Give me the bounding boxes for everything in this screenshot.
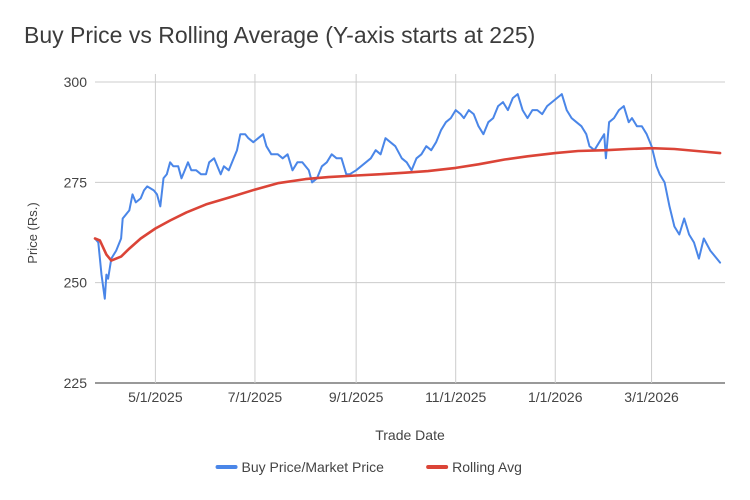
y-tick-label: 275: [64, 174, 88, 190]
axes: 225 250 275 300 5/1/2025 7/1/2025 9/1/2025 11/1…: [64, 74, 679, 405]
y-tick-label: 300: [64, 74, 88, 90]
legend-label-rolling-avg: Rolling Avg: [452, 459, 522, 475]
legend: Buy Price/Market Price Rolling Avg: [215, 459, 522, 475]
x-axis-label: Trade Date: [375, 427, 445, 443]
x-tick-label: 5/1/2025: [128, 389, 183, 405]
y-axis-label: Price (Rs.): [25, 202, 40, 263]
x-tick-label: 11/1/2025: [425, 389, 486, 405]
series-line-rolling-avg: [93, 146, 722, 262]
x-tick-label: 1/1/2026: [528, 389, 583, 405]
series-lines: [93, 93, 722, 300]
gridlines: [95, 74, 725, 384]
chart-title: Buy Price vs Rolling Average (Y-axis sta…: [24, 22, 536, 48]
series-line-buy-price: [94, 93, 722, 300]
y-tick-label: 225: [64, 375, 88, 391]
legend-label-buy-price: Buy Price/Market Price: [242, 459, 385, 475]
y-tick-label: 250: [64, 275, 88, 291]
x-tick-label: 3/1/2026: [624, 389, 679, 405]
x-tick-label: 9/1/2025: [329, 389, 384, 405]
x-tick-label: 7/1/2025: [228, 389, 283, 405]
